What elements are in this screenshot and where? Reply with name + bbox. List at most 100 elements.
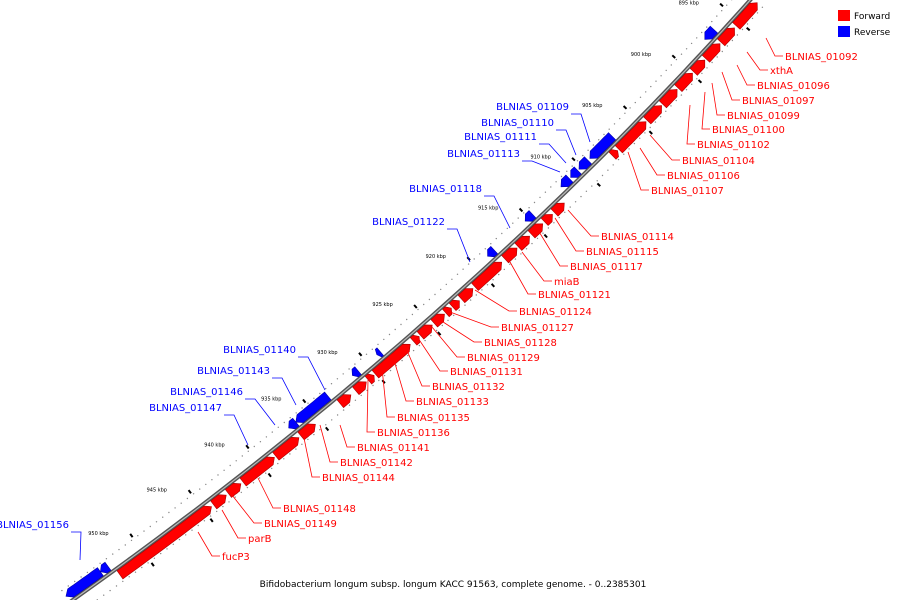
forward-gene-arrow[interactable] [416,324,433,340]
reverse-gene-arrow[interactable] [570,166,582,178]
minor-tick [301,407,303,409]
forward-gene-arrow[interactable] [457,288,474,304]
forward-gene-arrow[interactable] [352,381,367,396]
gene-label-xtha[interactable]: xthA [770,66,793,77]
forward-gene-arrow[interactable] [732,2,758,30]
gene-label-blnias-01133[interactable]: BLNIAS_01133 [416,397,489,408]
gene-label-blnias-01107[interactable]: BLNIAS_01107 [651,186,724,197]
reverse-gene-arrow[interactable] [374,347,384,358]
forward-gene-arrow[interactable] [550,202,565,217]
minor-tick [412,349,415,352]
gene-label-blnias-01109[interactable]: BLNIAS_01109 [496,102,569,113]
forward-gene-arrow[interactable] [674,72,693,93]
forward-gene-arrow[interactable] [540,214,553,226]
forward-gene-arrow[interactable] [272,436,300,461]
gene-label-blnias-01115[interactable]: BLNIAS_01115 [586,247,659,258]
reverse-gene-arrow[interactable] [351,366,362,378]
forward-gene-arrow[interactable] [442,306,453,318]
forward-gene-arrow[interactable] [297,423,316,441]
gene-label-blnias-01122[interactable]: BLNIAS_01122 [372,217,445,228]
forward-gene-arrow[interactable] [239,456,275,487]
minor-tick [258,477,261,479]
minor-tick [388,333,391,336]
gene-label-blnias-01135[interactable]: BLNIAS_01135 [397,413,470,424]
forward-gene-arrow[interactable] [364,373,375,385]
minor-tick [378,379,380,382]
forward-gene-arrow[interactable] [608,149,619,160]
minor-tick [277,426,279,428]
reverse-gene-arrow[interactable] [487,245,499,258]
minor-tick [592,144,595,146]
forward-gene-arrow[interactable] [116,505,212,580]
gene-label-blnias-01148[interactable]: BLNIAS_01148 [283,504,356,515]
gene-label-blnias-01099[interactable]: BLNIAS_01099 [727,111,800,122]
reverse-gene-arrow[interactable] [560,174,574,188]
minor-tick [456,273,459,275]
gene-label-blnias-01117[interactable]: BLNIAS_01117 [570,262,643,273]
forward-gene-arrow[interactable] [371,343,411,379]
leader-line [765,37,783,57]
gene-label-blnias-01142[interactable]: BLNIAS_01142 [340,458,413,469]
minor-tick [680,53,683,55]
gene-label-blnias-01143[interactable]: BLNIAS_01143 [197,366,270,377]
forward-gene-arrow[interactable] [210,494,227,510]
gene-label-blnias-01146[interactable]: BLNIAS_01146 [170,387,243,398]
gene-label-blnias-01129[interactable]: BLNIAS_01129 [467,353,540,364]
forward-gene-arrow[interactable] [514,235,530,251]
gene-label-blnias-01131[interactable]: BLNIAS_01131 [450,367,523,378]
forward-gene-arrow[interactable] [658,89,678,109]
gene-label-blnias-01156[interactable]: BLNIAS_01156 [0,520,69,531]
gene-label-blnias-01124[interactable]: BLNIAS_01124 [519,307,592,318]
gene-label-blnias-01097[interactable]: BLNIAS_01097 [742,96,815,107]
forward-gene-arrow[interactable] [224,482,242,498]
forward-gene-arrow[interactable] [448,299,460,312]
gene-label-blnias-01114[interactable]: BLNIAS_01114 [601,232,674,243]
forward-gene-arrow[interactable] [614,121,647,154]
gene-label-blnias-01136[interactable]: BLNIAS_01136 [377,428,450,439]
forward-gene-arrow[interactable] [501,247,518,264]
gene-label-parb[interactable]: parB [248,534,272,545]
forward-gene-arrow[interactable] [701,43,721,63]
forward-gene-arrow[interactable] [471,261,503,291]
gene-label-blnias-01096[interactable]: BLNIAS_01096 [757,81,830,92]
gene-label-blnias-01118[interactable]: BLNIAS_01118 [409,184,482,195]
gene-label-blnias-01102[interactable]: BLNIAS_01102 [697,140,770,151]
gene-label-blnias-01132[interactable]: BLNIAS_01132 [432,382,505,393]
gene-label-blnias-01140[interactable]: BLNIAS_01140 [223,345,296,356]
minor-tick [553,222,555,224]
gene-label-blnias-01104[interactable]: BLNIAS_01104 [682,156,755,167]
leader-line [431,326,465,358]
gene-label-blnias-01092[interactable]: BLNIAS_01092 [785,52,858,63]
gene-label-miab[interactable]: miaB [554,277,580,288]
forward-gene-arrow[interactable] [717,27,735,47]
gene-label-blnias-01144[interactable]: BLNIAS_01144 [322,473,395,484]
gene-label-blnias-01141[interactable]: BLNIAS_01141 [357,443,430,454]
gene-label-blnias-01113[interactable]: BLNIAS_01113 [447,149,520,160]
reverse-gene-arrow[interactable] [295,391,332,423]
reverse-gene-arrow[interactable] [578,156,592,170]
gene-label-blnias-01121[interactable]: BLNIAS_01121 [538,290,611,301]
forward-gene-arrow[interactable] [430,313,445,328]
forward-gene-arrow[interactable] [689,59,706,76]
gene-label-blnias-01127[interactable]: BLNIAS_01127 [501,323,574,334]
gene-label-blnias-01111[interactable]: BLNIAS_01111 [464,132,537,143]
reverse-gene-arrow[interactable] [589,132,617,159]
forward-gene-arrow[interactable] [527,223,544,239]
gene-label-blnias-01149[interactable]: BLNIAS_01149 [264,519,337,530]
reverse-gene-arrow[interactable] [524,210,537,222]
minor-tick [112,553,114,555]
gene-label-blnias-01100[interactable]: BLNIAS_01100 [712,125,785,136]
gene-label-blnias-01128[interactable]: BLNIAS_01128 [484,338,557,349]
reverse-gene-arrow[interactable] [100,561,112,574]
leader-line [417,337,448,372]
minor-tick [585,190,588,192]
gene-label-fucp3[interactable]: fucP3 [222,552,250,563]
reverse-gene-arrow[interactable] [704,25,719,40]
gene-label-blnias-01106[interactable]: BLNIAS_01106 [667,171,740,182]
forward-gene-arrow[interactable] [336,394,352,409]
forward-gene-arrow[interactable] [643,105,662,125]
forward-gene-arrow[interactable] [409,334,421,346]
gene-label-blnias-01147[interactable]: BLNIAS_01147 [149,403,222,414]
reverse-gene-arrow[interactable] [288,417,300,430]
gene-label-blnias-01110[interactable]: BLNIAS_01110 [481,118,554,129]
